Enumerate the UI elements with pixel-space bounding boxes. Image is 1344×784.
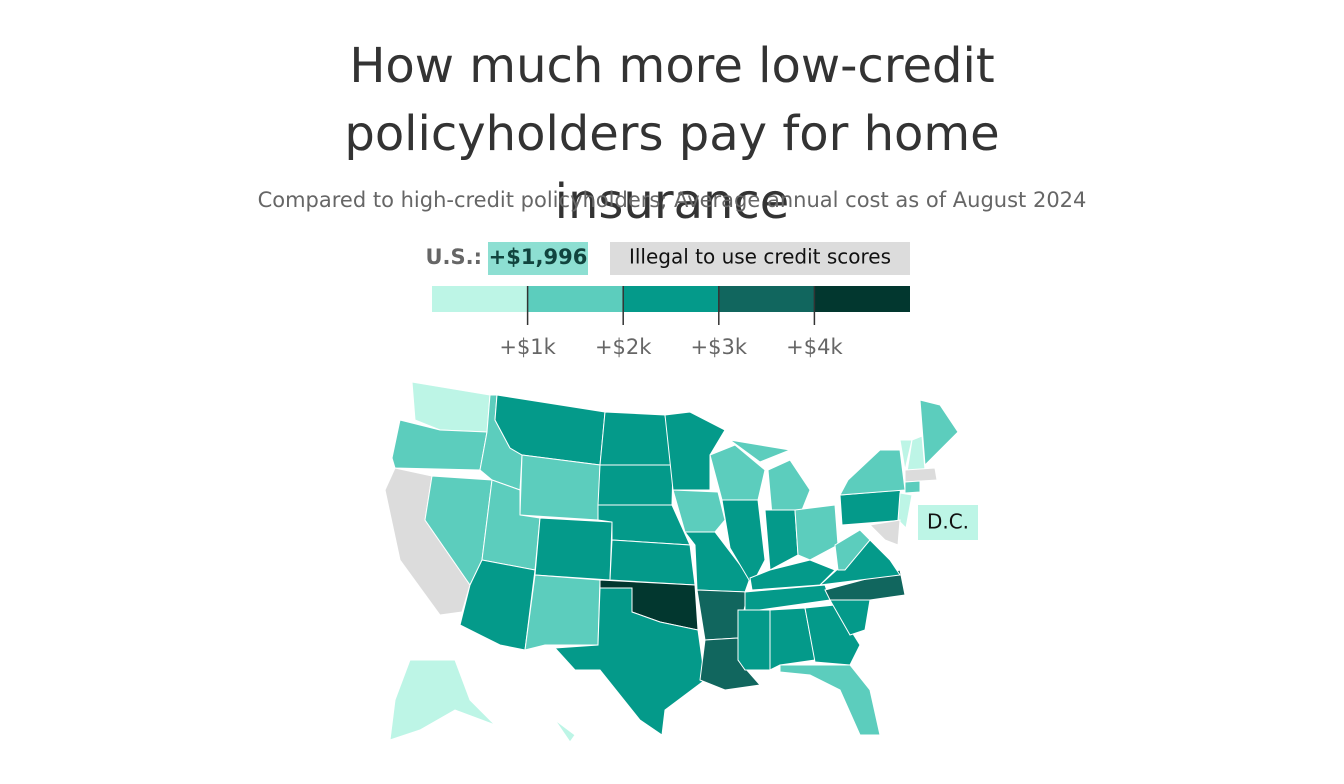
us-label: U.S.: xyxy=(425,245,482,269)
state xyxy=(597,504,691,546)
state xyxy=(767,459,811,516)
state xyxy=(729,439,792,463)
state xyxy=(834,529,871,571)
state xyxy=(794,504,839,561)
tick-label: +$2k xyxy=(595,335,652,359)
state xyxy=(553,587,706,736)
state xyxy=(868,519,901,546)
title: How much more low-credit policyholders p… xyxy=(344,38,1000,230)
tick-label: +$1k xyxy=(499,335,556,359)
state xyxy=(904,467,938,483)
subtitle: Compared to high-credit policyholders; A… xyxy=(257,188,1087,212)
legend-swatch xyxy=(623,286,719,312)
state xyxy=(672,489,726,533)
legend-swatch xyxy=(718,286,815,312)
dc-label: D.C. xyxy=(927,510,969,534)
state xyxy=(721,499,766,587)
state xyxy=(919,399,959,467)
state xyxy=(554,719,576,743)
legend-swatch xyxy=(527,286,624,312)
us-value-box xyxy=(488,242,588,275)
dc-box xyxy=(918,505,978,540)
us-value: +$1,996 xyxy=(489,245,588,269)
tick-label: +$4k xyxy=(786,335,843,359)
state xyxy=(749,559,836,591)
illegal-box xyxy=(610,242,910,275)
tick-label: +$3k xyxy=(691,335,748,359)
state xyxy=(769,607,816,671)
state xyxy=(599,411,674,466)
state xyxy=(534,517,613,581)
state xyxy=(897,492,913,530)
state xyxy=(411,381,491,433)
state xyxy=(609,539,696,586)
state xyxy=(597,464,674,506)
legend-swatch xyxy=(432,286,528,312)
state xyxy=(764,509,799,571)
state xyxy=(779,664,881,736)
state xyxy=(904,480,921,494)
legend-swatch xyxy=(814,286,910,312)
state xyxy=(389,659,496,741)
state xyxy=(737,609,771,671)
state xyxy=(519,454,601,521)
state xyxy=(839,449,906,496)
state xyxy=(804,604,861,666)
state xyxy=(524,574,601,651)
state xyxy=(899,439,913,471)
illegal-label: Illegal to use credit scores xyxy=(629,245,891,269)
state xyxy=(839,489,906,526)
state xyxy=(709,444,766,501)
